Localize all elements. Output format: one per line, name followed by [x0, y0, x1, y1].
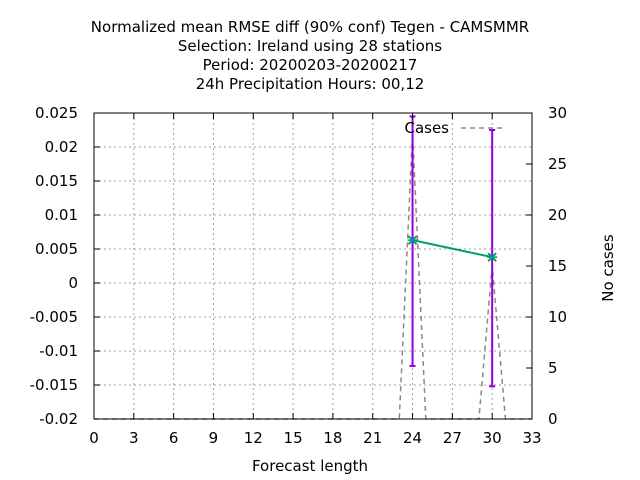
y-tick-label: 0.005: [35, 240, 78, 258]
x-tick-label: 24: [403, 429, 422, 447]
x-tick-label: 0: [89, 429, 99, 447]
legend-label-cases: Cases: [404, 119, 449, 137]
y2-tick-label: 20: [548, 206, 567, 224]
x-tick-label: 12: [244, 429, 263, 447]
y-tick-label: 0.02: [45, 138, 78, 156]
y2-tick-label: 0: [548, 410, 558, 428]
y2-axis-label: No cases: [599, 234, 617, 302]
title-line: Period: 20200203-20200217: [203, 56, 418, 74]
y-tick-label: 0.025: [35, 104, 78, 122]
title-line: Selection: Ireland using 28 stations: [178, 37, 442, 55]
y2-tick-label: 5: [548, 359, 558, 377]
y-tick-label: -0.02: [39, 410, 78, 428]
y2-axis-ticks: 0 5 10 15 20 25 30: [526, 104, 567, 428]
y-tick-label: 0.015: [35, 172, 78, 190]
y-tick-label: -0.01: [39, 342, 78, 360]
main-line: [412, 239, 493, 259]
y-tick-label: -0.015: [30, 376, 78, 394]
y2-tick-label: 10: [548, 308, 567, 326]
legend: Cases: [404, 119, 505, 137]
x-tick-label: 18: [323, 429, 342, 447]
y-axis-ticks: -0.02 -0.015 -0.01 -0.005 0 0.005 0.01 0.015 0.0…: [30, 104, 100, 428]
data-point: [407, 235, 418, 245]
y2-tick-label: 15: [548, 257, 567, 275]
y2-tick-label: 25: [548, 155, 567, 173]
x-tick-label: 6: [169, 429, 179, 447]
x-axis-label: Forecast length: [252, 457, 368, 475]
x-tick-label: 3: [129, 429, 139, 447]
y-tick-label: -0.005: [30, 308, 78, 326]
cases-line: [94, 133, 532, 420]
grid: [94, 113, 532, 419]
cases-series: [94, 133, 532, 420]
y-tick-label: 0.01: [45, 206, 78, 224]
data-point: [487, 252, 498, 262]
x-tick-label: 33: [522, 429, 541, 447]
title-line: Normalized mean RMSE diff (90% conf) Teg…: [91, 18, 529, 36]
x-tick-label: 21: [363, 429, 382, 447]
x-tick-label: 27: [443, 429, 462, 447]
y2-tick-label: 30: [548, 104, 567, 122]
y-tick-label: 0: [68, 274, 78, 292]
x-tick-label: 9: [209, 429, 219, 447]
x-tick-label: 15: [284, 429, 303, 447]
x-tick-label: 30: [483, 429, 502, 447]
title-line: 24h Precipitation Hours: 00,12: [196, 75, 425, 93]
plot-frame: [93, 112, 533, 420]
chart-title: Normalized mean RMSE diff (90% conf) Teg…: [91, 18, 529, 93]
x-axis-ticks: 0 3 6 9 12 15 18 21 24 27 30 33: [89, 113, 542, 447]
main-series: [407, 115, 498, 388]
